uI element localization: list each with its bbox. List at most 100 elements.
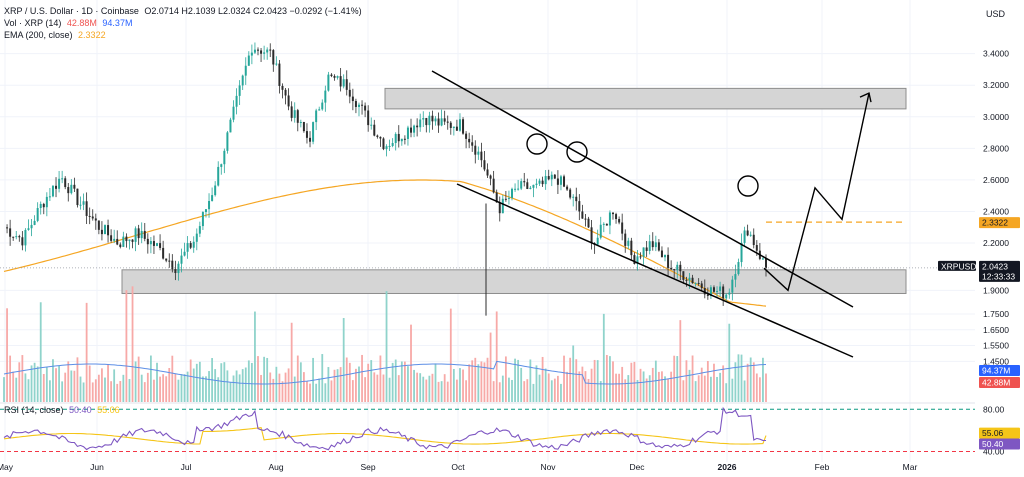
- volume-bar: [165, 376, 168, 402]
- volume-bar: [82, 382, 85, 402]
- volume-bar: [333, 369, 336, 402]
- volume-bar: [205, 376, 207, 402]
- candle-body: [385, 146, 388, 150]
- volume-bar: [24, 373, 27, 402]
- y-tick-label: 1.5500: [983, 341, 1009, 351]
- candle-body: [290, 106, 293, 118]
- volume-bar: [483, 362, 486, 402]
- candle-body: [364, 105, 367, 111]
- candle-body: [351, 96, 354, 102]
- volume-bar: [599, 381, 602, 402]
- candle-body: [281, 85, 284, 90]
- candle-body: [437, 118, 440, 126]
- volume-bar: [364, 377, 367, 402]
- volume-bar: [345, 357, 348, 402]
- volume-bar: [449, 308, 452, 402]
- candle-body: [596, 237, 599, 245]
- candle-body: [45, 196, 48, 208]
- candle-body: [82, 201, 85, 205]
- candle-body: [651, 241, 654, 248]
- candle-body: [556, 178, 559, 185]
- candle-body: [296, 110, 299, 123]
- volume-bar: [425, 379, 428, 402]
- volume-bar: [621, 366, 624, 402]
- volume-bar: [336, 369, 339, 402]
- candle-body: [501, 198, 504, 214]
- candle-body: [58, 178, 61, 189]
- candle-body: [676, 264, 679, 270]
- currency-label: USD: [986, 9, 1006, 19]
- x-tick-label: Oct: [451, 462, 465, 472]
- candle-body: [272, 50, 275, 65]
- volume-bar: [740, 354, 743, 402]
- y-tick-label: 1.7500: [983, 309, 1009, 319]
- volume-bar: [385, 291, 388, 402]
- volume-bar: [113, 369, 116, 402]
- candle-body: [495, 192, 498, 203]
- y-tick-label: 3.2000: [983, 80, 1009, 90]
- volume-bar: [590, 368, 593, 402]
- candle-body: [403, 138, 406, 140]
- ema-label: EMA (200, close): [4, 30, 73, 40]
- symbol-tag: [938, 260, 976, 271]
- volume-bar: [125, 290, 128, 402]
- volume-bar: [413, 369, 415, 402]
- candle-body: [21, 237, 24, 246]
- volume-bar: [651, 367, 654, 402]
- volume-bar: [355, 368, 357, 402]
- candle-body: [413, 125, 416, 133]
- volume-bar: [434, 363, 437, 402]
- volume-bar: [162, 374, 165, 402]
- candle-body: [504, 198, 507, 200]
- volume-bar: [670, 371, 673, 402]
- volume-bar: [501, 375, 504, 402]
- volume-bar: [131, 286, 134, 402]
- volume-bar: [318, 378, 321, 402]
- volume-bar: [272, 378, 275, 402]
- candle-body: [547, 176, 550, 180]
- candle-body: [119, 244, 122, 247]
- candle-body: [33, 220, 36, 225]
- ema-value: 2.3322: [78, 30, 106, 40]
- candle-body: [354, 101, 357, 107]
- candle-body: [140, 230, 143, 239]
- candle-body: [636, 256, 639, 264]
- x-tick-label: 2026: [718, 462, 737, 472]
- volume-bar: [547, 373, 550, 402]
- volume-bar: [609, 356, 611, 402]
- candle-body: [602, 223, 605, 225]
- volume-bar: [407, 366, 409, 402]
- volume-bar: [49, 380, 51, 402]
- pivot-circle: [526, 133, 548, 155]
- volume-bar: [192, 368, 195, 402]
- volume-bar: [324, 383, 327, 402]
- candle-body: [201, 212, 204, 227]
- candle-body: [526, 182, 529, 189]
- volume-bar: [94, 379, 97, 402]
- volume-bar: [440, 381, 443, 402]
- candle-body: [305, 131, 308, 138]
- volume-bar: [232, 375, 235, 402]
- candle-body: [697, 282, 700, 284]
- x-tick-label: Nov: [540, 462, 556, 472]
- candle-body: [709, 287, 712, 296]
- rsi-ma-tag-text: 55.06: [982, 428, 1004, 438]
- volume-bar: [376, 374, 379, 402]
- volume-bar: [486, 357, 489, 402]
- candle-body: [116, 238, 119, 245]
- candle-body: [397, 133, 400, 142]
- volume-bar: [639, 368, 642, 402]
- volume-bar: [661, 371, 663, 402]
- volume-bar: [119, 381, 122, 402]
- candle-body: [137, 228, 140, 239]
- volume-bar: [370, 360, 373, 402]
- volume-bar: [575, 359, 578, 402]
- volume-bar: [471, 360, 474, 402]
- price-tag: [979, 260, 1020, 282]
- candle-body: [428, 115, 431, 126]
- candle-body: [79, 204, 82, 206]
- volume-bar: [719, 372, 721, 402]
- symbol-line: XRP / U.S. Dollar · 1D · Coinbase: [4, 6, 139, 16]
- candle-body: [152, 241, 155, 246]
